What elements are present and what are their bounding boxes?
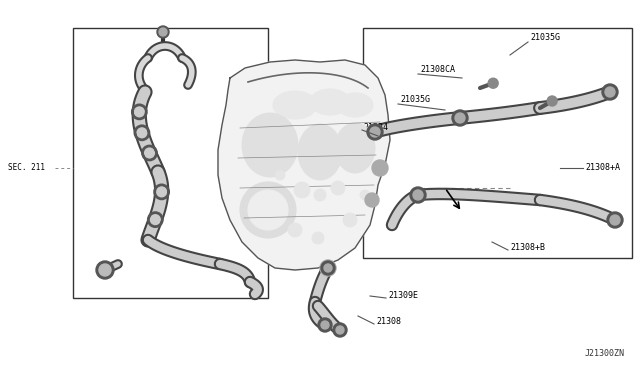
Text: SEC. 211: SEC. 211 (8, 164, 45, 173)
Circle shape (343, 213, 357, 227)
Circle shape (333, 323, 347, 337)
Circle shape (610, 215, 620, 225)
Circle shape (159, 28, 167, 36)
Bar (73, 28, 268, 298)
Text: 21334: 21334 (363, 124, 388, 132)
Circle shape (294, 182, 310, 198)
Text: 21308+B: 21308+B (510, 244, 545, 253)
Ellipse shape (242, 113, 298, 177)
Circle shape (248, 190, 288, 230)
Circle shape (314, 189, 326, 201)
Circle shape (367, 124, 383, 140)
Circle shape (99, 264, 111, 276)
Text: 21035G: 21035G (530, 33, 560, 42)
Circle shape (602, 84, 618, 100)
Text: 21309E: 21309E (388, 292, 418, 301)
Circle shape (331, 181, 345, 195)
Circle shape (240, 182, 296, 238)
Circle shape (312, 232, 324, 244)
Polygon shape (218, 60, 390, 270)
Circle shape (370, 127, 380, 137)
Circle shape (336, 326, 344, 334)
Ellipse shape (298, 124, 342, 180)
Bar (363, 28, 632, 258)
Ellipse shape (310, 89, 350, 115)
Text: J21300ZN: J21300ZN (585, 349, 625, 358)
Circle shape (372, 160, 388, 176)
Circle shape (96, 261, 114, 279)
Circle shape (321, 261, 335, 275)
Text: 21308CA: 21308CA (420, 65, 455, 74)
Ellipse shape (335, 123, 375, 173)
Circle shape (455, 113, 465, 123)
Circle shape (360, 190, 370, 200)
Ellipse shape (337, 93, 373, 117)
Circle shape (275, 170, 285, 180)
Text: 21308+A: 21308+A (585, 164, 620, 173)
Text: 21308: 21308 (376, 317, 401, 327)
Circle shape (321, 321, 329, 329)
Circle shape (547, 96, 557, 106)
Circle shape (410, 187, 426, 203)
Circle shape (605, 87, 615, 97)
Text: 21035G: 21035G (400, 96, 430, 105)
Circle shape (288, 223, 302, 237)
Ellipse shape (273, 91, 317, 119)
Circle shape (452, 110, 468, 126)
Circle shape (413, 190, 423, 200)
Circle shape (157, 26, 169, 38)
Circle shape (318, 318, 332, 332)
Circle shape (607, 212, 623, 228)
Circle shape (320, 260, 336, 276)
Circle shape (488, 78, 498, 88)
Circle shape (324, 264, 332, 272)
Circle shape (365, 193, 379, 207)
